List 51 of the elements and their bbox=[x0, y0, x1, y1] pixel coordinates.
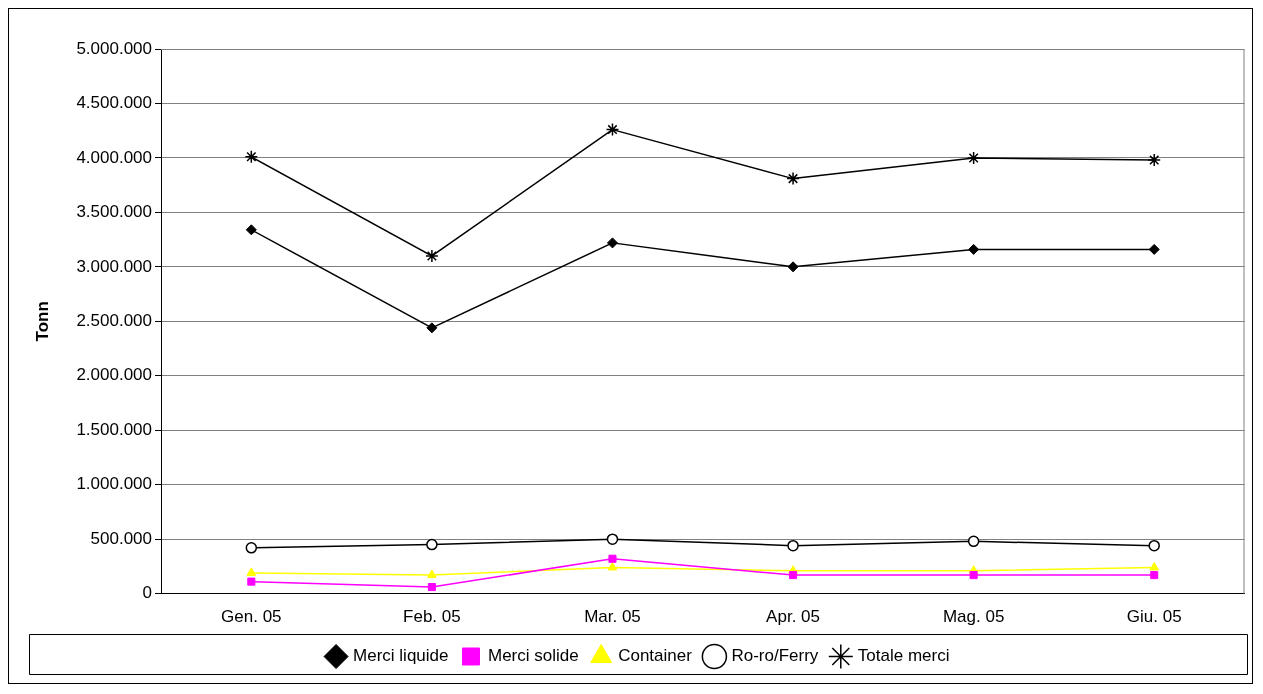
point bbox=[425, 249, 439, 263]
point bbox=[605, 122, 620, 137]
point bbox=[787, 539, 799, 552]
x-tick-label: Mag. 05 bbox=[942, 607, 1005, 627]
legend-label: Merci solide bbox=[487, 646, 579, 666]
x-tick-label: Mar. 05 bbox=[584, 607, 641, 627]
point bbox=[1150, 571, 1159, 580]
point bbox=[789, 571, 798, 580]
point bbox=[606, 237, 618, 249]
point bbox=[1149, 561, 1160, 571]
legend-label: Ro-ro/Ferry bbox=[731, 646, 819, 666]
point bbox=[968, 243, 980, 255]
point bbox=[966, 151, 981, 165]
point bbox=[245, 224, 257, 236]
point bbox=[969, 571, 978, 580]
x-tick-label: Gen. 05 bbox=[221, 607, 282, 627]
y-tick-label: 0 bbox=[142, 583, 153, 603]
point bbox=[427, 569, 437, 579]
y-tick-label: 3.000.000 bbox=[76, 256, 153, 276]
point bbox=[426, 538, 438, 551]
point bbox=[967, 535, 980, 548]
y-tick-label: 3.500.000 bbox=[76, 202, 153, 222]
y-tick-label: 2.500.000 bbox=[76, 310, 153, 330]
y-tick-label: 1.500.000 bbox=[76, 419, 153, 439]
point bbox=[245, 542, 258, 554]
point bbox=[1148, 539, 1160, 552]
x-tick-label: Feb. 05 bbox=[403, 607, 461, 627]
point bbox=[247, 577, 256, 586]
point bbox=[427, 583, 436, 592]
point bbox=[426, 322, 438, 334]
point bbox=[787, 261, 799, 273]
point bbox=[608, 554, 617, 563]
y-tick-label: 500.000 bbox=[90, 528, 153, 548]
legend-label: Totale merci bbox=[857, 646, 950, 666]
y-tick-label: 2.000.000 bbox=[76, 365, 153, 385]
point bbox=[607, 561, 618, 571]
y-axis-title: Tonn bbox=[32, 301, 52, 342]
y-tick-label: 5.000.000 bbox=[76, 38, 153, 58]
x-tick-label: Apr. 05 bbox=[766, 607, 820, 627]
point bbox=[246, 567, 257, 576]
point bbox=[1148, 243, 1160, 255]
point bbox=[606, 533, 619, 545]
x-tick-label: Giu. 05 bbox=[1126, 607, 1182, 627]
point bbox=[244, 150, 259, 164]
point bbox=[1147, 153, 1161, 167]
point bbox=[786, 171, 800, 186]
legend-label: Merci liquide bbox=[353, 646, 449, 666]
y-tick-label: 1.000.000 bbox=[76, 474, 153, 494]
y-tick-label: 4.500.000 bbox=[76, 93, 153, 113]
y-tick-label: 4.000.000 bbox=[76, 147, 153, 167]
legend-label: Container bbox=[618, 646, 693, 666]
